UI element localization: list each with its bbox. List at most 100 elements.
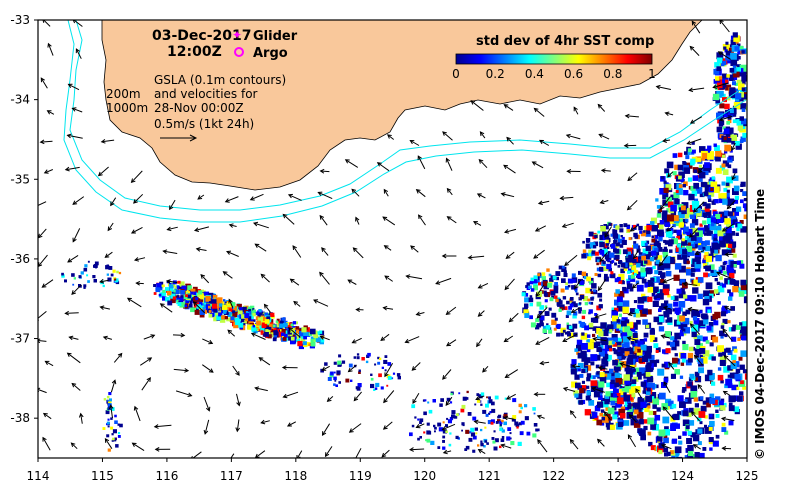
sst-pixel <box>685 219 689 223</box>
velocity-arrow <box>689 116 703 124</box>
sst-pixel <box>695 232 699 237</box>
sst-pixel <box>561 266 567 272</box>
sst-pixel <box>533 423 538 427</box>
sst-pixel <box>348 363 353 368</box>
sst-pixel <box>702 298 710 306</box>
sst-pixel <box>301 327 307 333</box>
plot-frame <box>37 19 748 459</box>
sst-pixel <box>723 136 728 141</box>
sst-pixel <box>238 322 244 328</box>
sst-pixel <box>650 424 656 430</box>
sst-pixel <box>544 299 548 303</box>
sst-pixel <box>631 415 637 421</box>
gsla-line-3: 28-Nov 00:00Z <box>154 101 244 115</box>
velocity-arrow <box>666 225 674 232</box>
velocity-arrow <box>598 133 610 140</box>
sst-pixel <box>451 410 456 415</box>
sst-pixel <box>95 266 97 269</box>
velocity-arrow <box>718 115 733 122</box>
sst-pixel <box>530 277 534 282</box>
sst-pixel <box>679 265 686 273</box>
sst-pixel <box>690 235 697 241</box>
colorbar-tick-label: 0.6 <box>564 67 583 81</box>
velocity-arrow <box>72 196 85 205</box>
sst-pixel <box>649 367 654 372</box>
sst-pixel <box>605 242 610 246</box>
velocity-arrow <box>717 51 731 60</box>
glider-label: Glider <box>253 29 298 44</box>
sst-pixel <box>618 326 624 331</box>
sst-pixel <box>225 307 230 312</box>
sst-pixel <box>620 413 626 419</box>
sst-pixel <box>542 328 547 334</box>
sst-pixel <box>185 294 188 298</box>
sst-pixel <box>679 329 683 333</box>
sst-pixel <box>529 302 533 307</box>
sst-pixel <box>536 428 540 432</box>
sst-pixel <box>645 240 650 245</box>
sst-pixel <box>223 299 226 302</box>
sst-pixel <box>699 320 706 327</box>
sst-pixel <box>598 344 604 350</box>
velocity-arrow <box>446 216 457 224</box>
sst-pixel <box>666 208 671 213</box>
sst-pixel <box>674 446 682 454</box>
sst-pixel <box>672 171 677 176</box>
velocity-arrow <box>133 405 141 422</box>
sst-pixel <box>741 118 747 125</box>
sst-pixel <box>627 331 633 337</box>
sst-pixel <box>735 368 741 374</box>
velocity-arrow <box>319 271 330 285</box>
velocity-arrow <box>592 336 607 342</box>
sst-pixel <box>609 329 613 333</box>
sst-pixel <box>636 263 641 268</box>
sst-pixel <box>702 220 707 225</box>
sst-pixel <box>736 227 740 232</box>
sst-pixel <box>637 348 641 353</box>
sst-pixel <box>274 326 280 332</box>
sst-pixel <box>503 421 507 426</box>
sst-pixel <box>694 377 698 381</box>
sst-pixel <box>714 270 719 276</box>
sst-pixel <box>208 301 212 304</box>
sst-pixel <box>247 324 253 330</box>
sst-pixel <box>626 347 634 355</box>
sst-pixel <box>713 320 719 326</box>
sst-pixel <box>724 218 731 225</box>
x-tick-label: 124 <box>671 469 694 483</box>
velocity-arrow <box>417 155 426 170</box>
sst-pixel <box>624 351 630 357</box>
sst-pixel <box>199 312 205 318</box>
sst-pixel <box>172 296 176 300</box>
sst-pixel <box>666 317 673 323</box>
sst-pixel <box>677 243 681 248</box>
velocity-arrow <box>202 364 214 373</box>
sst-pixel <box>705 340 710 344</box>
sst-pixel <box>268 326 272 330</box>
sst-pixel <box>692 175 699 181</box>
sst-pixel <box>727 268 735 276</box>
sst-pixel <box>504 397 507 400</box>
sst-pixel <box>723 271 727 275</box>
sst-pixel <box>167 300 173 306</box>
sst-pixel <box>561 265 565 269</box>
sst-pixel <box>723 193 730 200</box>
sst-pixel <box>681 205 686 211</box>
sst-pixel <box>474 427 478 431</box>
sst-pixel <box>695 354 700 358</box>
sst-pixel <box>609 348 613 352</box>
sst-pixel <box>727 164 732 169</box>
sst-pixel <box>655 350 659 353</box>
sst-pixel <box>483 445 486 448</box>
sst-pixel <box>292 334 296 338</box>
sst-pixel <box>718 352 723 357</box>
sst-pixel <box>736 64 741 69</box>
sst-pixel <box>630 386 635 391</box>
sst-pixel <box>660 278 665 283</box>
velocity-arrow <box>43 169 53 174</box>
sst-pixel <box>709 393 715 399</box>
sst-pixel <box>677 152 683 158</box>
sst-pixel <box>624 386 631 393</box>
sst-pixel <box>283 333 288 338</box>
velocity-arrow <box>441 423 456 431</box>
